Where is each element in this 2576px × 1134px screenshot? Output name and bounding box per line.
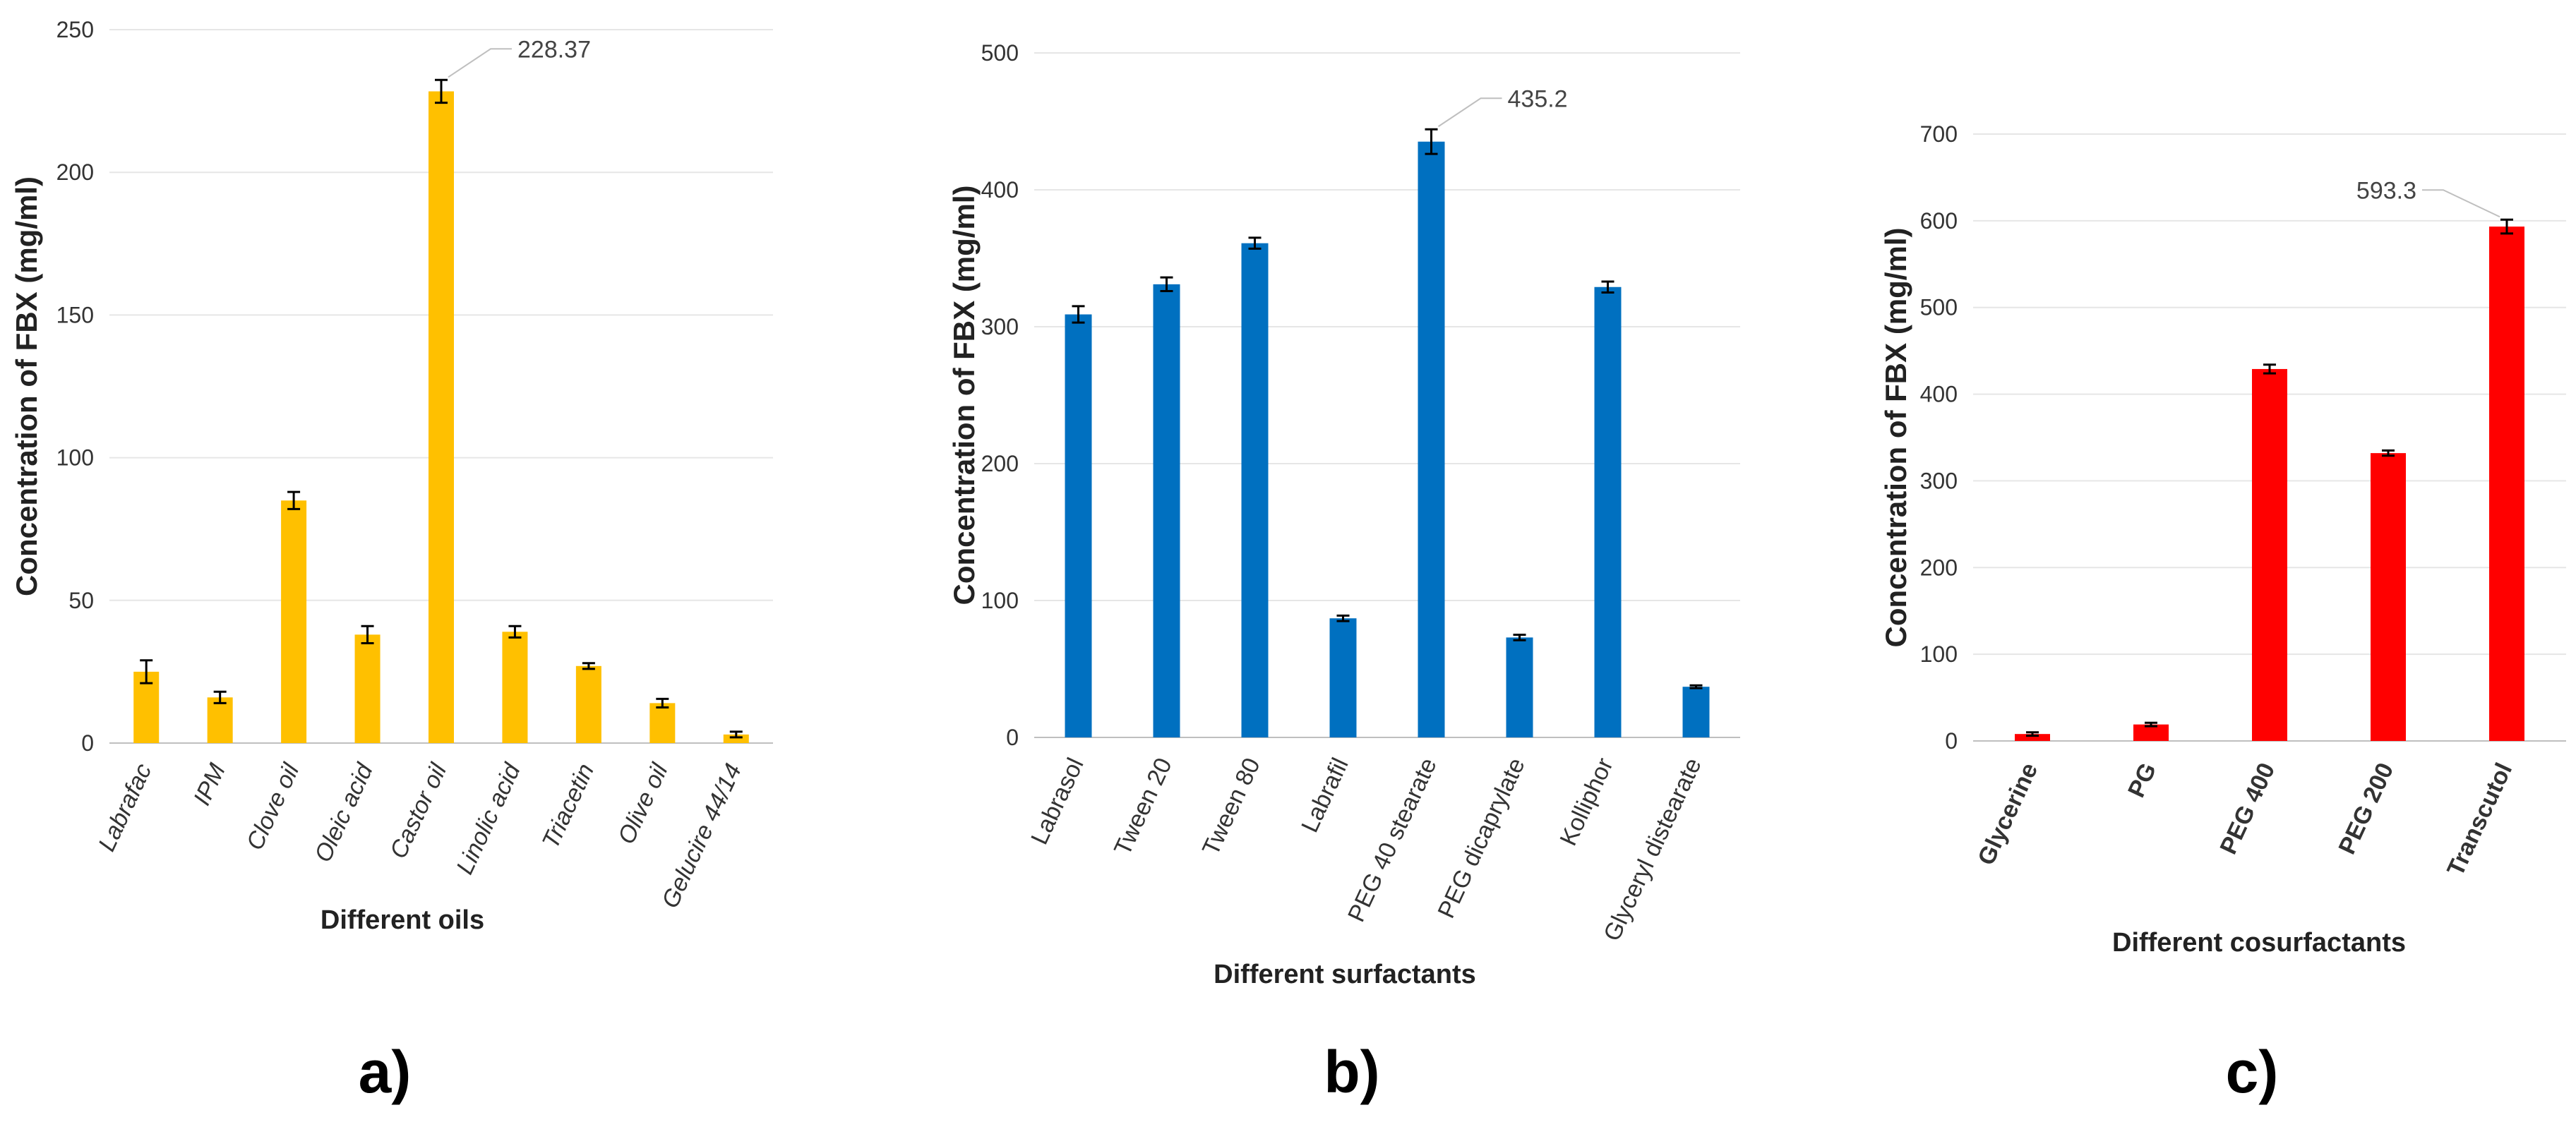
chart-a-category-label: Labrafac	[93, 759, 157, 855]
chart-c-ytick-label: 400	[1920, 382, 1958, 407]
chart-c-ytick-label: 700	[1920, 121, 1958, 147]
chart-a-bar	[429, 91, 454, 743]
chart-c-category-label: PEG 400	[2215, 759, 2280, 858]
chart-c-bar	[2252, 368, 2287, 741]
chart-c-ytick-label: 100	[1920, 641, 1958, 667]
chart-c-category-label: Transcutol	[2442, 759, 2517, 880]
chart-b-bar	[1065, 314, 1092, 737]
chart-c-ytick-label: 300	[1920, 468, 1958, 493]
chart-a-ytick-label: 0	[81, 730, 94, 756]
chart-c-panel-letter: c)	[2226, 1039, 2279, 1105]
chart-a-category-label: Linolic acid	[451, 759, 526, 878]
chart-c-bar	[2133, 724, 2169, 741]
chart-b-category-label: PEG 40 stearate	[1343, 754, 1442, 926]
chart-a-category-label: IPM	[188, 759, 231, 809]
chart-b-category-label: Glyceryl distearate	[1598, 754, 1706, 945]
chart-a-category-label: Oleic acid	[309, 759, 378, 866]
chart-c-annotation-leader	[2422, 189, 2500, 218]
chart-a-y-axis-title: Concentration of FBX (mg/ml)	[10, 176, 43, 596]
chart-a-bar	[354, 634, 381, 743]
chart-a-ytick-label: 50	[68, 588, 94, 613]
chart-c-bar	[2489, 227, 2524, 741]
chart-b-category-label: Tween 80	[1197, 754, 1266, 859]
chart-b-ytick-label: 0	[1006, 725, 1019, 750]
chart-c-y-axis-title: Concentration of FBX (mg/ml)	[1879, 228, 1912, 648]
chart-b-category-label: Labrasol	[1026, 754, 1089, 848]
chart-b-panel-letter: b)	[1324, 1039, 1379, 1105]
chart-b-category-label: PEG dicaprylate	[1432, 754, 1530, 922]
chart-b-ytick-label: 100	[981, 588, 1019, 613]
chart-a-bar	[207, 697, 233, 743]
chart-a-annotation-label: 228.37	[517, 36, 591, 63]
chart-c-ytick-label: 500	[1920, 295, 1958, 320]
chart-c-ytick-label: 600	[1920, 208, 1958, 234]
chart-a-x-axis-title: Different oils	[320, 905, 484, 935]
chart-b-bar	[1418, 141, 1445, 737]
chart-c-category-label: PG	[2123, 759, 2162, 802]
chart-b-bar	[1153, 284, 1180, 737]
chart-b-bar	[1682, 687, 1710, 737]
chart-a-category-label: Castor oil	[385, 759, 453, 863]
chart-b-category-label: Tween 20	[1109, 754, 1178, 859]
chart-a-bar	[281, 500, 307, 743]
chart-c-ytick-label: 200	[1920, 555, 1958, 580]
chart-b-ytick-label: 300	[981, 314, 1019, 339]
chart-a-bar	[575, 665, 601, 743]
chart-c-category-label: Glycerine	[1972, 759, 2043, 869]
chart-b-category-label: Labrafil	[1296, 754, 1354, 836]
chart-a-bar	[502, 632, 528, 743]
chart-b-bar	[1329, 618, 1357, 737]
chart-a-annotation-leader	[448, 48, 512, 78]
chart-a-ytick-label: 150	[56, 302, 94, 327]
chart-b-category-label: Kolliphor	[1554, 754, 1618, 850]
chart-a-bar	[649, 703, 676, 743]
chart-b-ytick-label: 200	[981, 451, 1019, 476]
chart-a-category-label: Gelucire 44/14	[657, 759, 747, 912]
chart-b-bar	[1594, 286, 1622, 737]
chart-b-bar	[1506, 637, 1533, 737]
chart-c-annotation-label: 593.3	[2356, 177, 2416, 204]
chart-c-bar	[2371, 453, 2406, 741]
chart-b-annotation-leader	[1437, 97, 1502, 128]
chart-a-ytick-label: 100	[56, 445, 94, 471]
chart-b-bar	[1241, 243, 1269, 737]
chart-c-x-axis-title: Different cosurfactants	[2112, 928, 2406, 958]
chart-c-category-label: PEG 200	[2333, 759, 2399, 858]
chart-a-ytick-label: 200	[56, 159, 94, 185]
chart-a-panel-letter: a)	[359, 1039, 412, 1105]
chart-b-ytick-label: 400	[981, 177, 1019, 203]
chart-c-ytick-label: 0	[1945, 728, 1958, 754]
chart-b-annotation-label: 435.2	[1508, 85, 1568, 112]
chart-b-x-axis-title: Different surfactants	[1214, 960, 1476, 989]
chart-b-y-axis-title: Concentration of FBX (mg/ml)	[947, 186, 981, 605]
chart-a-category-label: Olive oil	[613, 759, 673, 848]
chart-a-ytick-label: 250	[56, 17, 94, 42]
chart-a-category-label: Triacetin	[537, 759, 599, 852]
chart-a-category-label: Clove oil	[241, 759, 305, 855]
chart-b-ytick-label: 500	[981, 40, 1019, 66]
chart-c-bar	[2015, 734, 2050, 741]
